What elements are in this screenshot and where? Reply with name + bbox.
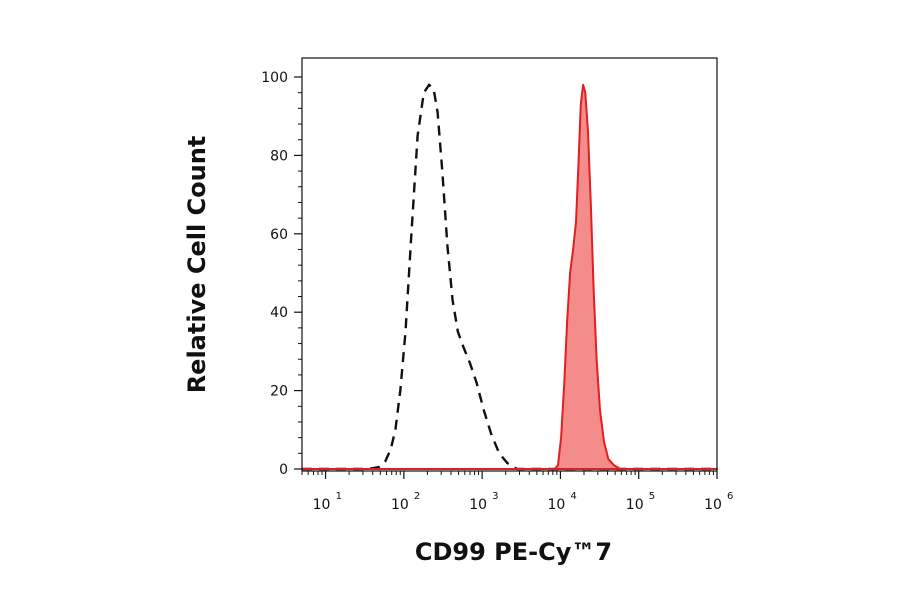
x-tick-label-1: 10 [391, 497, 409, 513]
x-tick-label-5: 10 [704, 497, 722, 513]
axes: 0 20 40 60 80 100 10 1 10 2 10 3 10 4 10 5 10 6 [261, 57, 733, 513]
series-1-area [301, 83, 718, 470]
plot-area [301, 83, 718, 471]
y-tick-label-2: 40 [270, 305, 288, 321]
x-tick-label-0: 10 [313, 497, 331, 513]
y-tick-label-3: 60 [270, 227, 288, 243]
x-tick-exponent-4: 5 [649, 491, 655, 502]
x-tick-exponent-2: 3 [492, 491, 498, 502]
x-tick-exponent-1: 2 [414, 491, 420, 502]
y-tick-label-0: 0 [279, 462, 288, 478]
y-axis-title: Relative Cell Count [183, 136, 211, 394]
plot-frame [301, 57, 718, 472]
x-tick-exponent-3: 4 [570, 491, 576, 502]
x-axis-title: CD99 PE-Cy™7 [415, 538, 612, 566]
x-tick-label-2: 10 [469, 497, 487, 513]
x-tick-label-3: 10 [548, 497, 566, 513]
y-tick-label-4: 80 [270, 148, 288, 164]
y-tick-label-1: 20 [270, 384, 288, 400]
x-tick-exponent-5: 6 [727, 491, 733, 502]
x-tick-exponent-0: 1 [336, 491, 342, 502]
x-tick-label-4: 10 [626, 497, 644, 513]
series-0-line [302, 83, 717, 471]
y-tick-label-5: 100 [261, 70, 288, 86]
